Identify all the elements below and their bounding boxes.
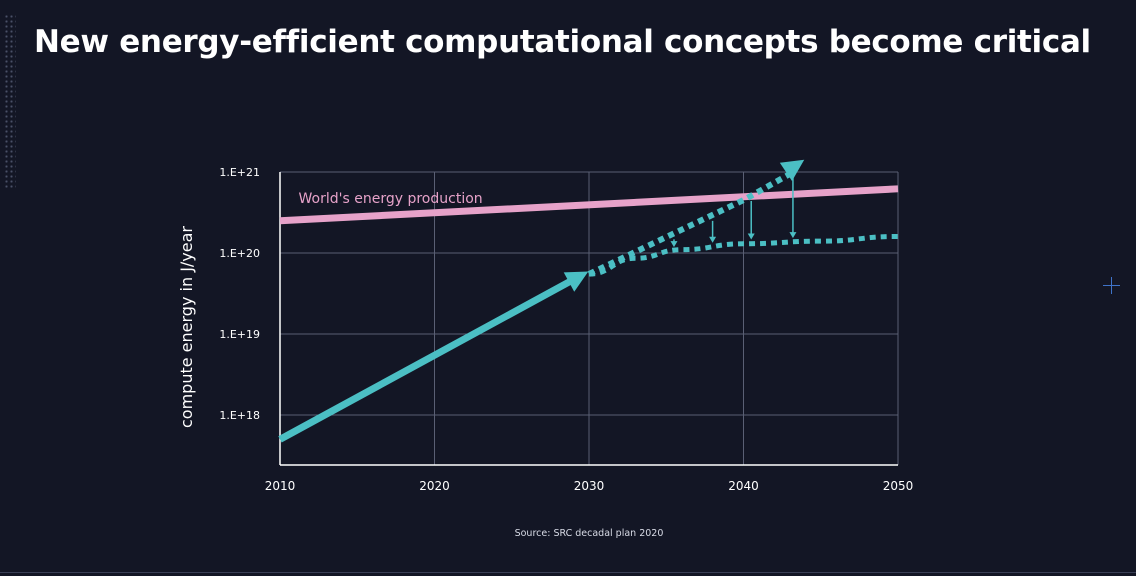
y-tick-label: 1.E+19 [219, 328, 260, 341]
bottom-divider [0, 572, 1136, 573]
projected-growth-line [587, 171, 792, 277]
projected-growth-arrowhead [779, 159, 805, 182]
crosshair-icon [1103, 277, 1120, 294]
y-tick-label: 1.E+21 [219, 166, 260, 179]
gap-arrows [670, 173, 797, 248]
tick-labels: 1.E+18 1.E+19 1.E+20 1.E+21 2010 2020 2030 2040… [219, 166, 913, 493]
series-layer [278, 159, 899, 443]
x-tick-label: 2030 [574, 479, 605, 493]
energy-production-line [279, 185, 899, 225]
x-tick-label: 2050 [883, 479, 914, 493]
y-tick-label: 1.E+18 [219, 409, 260, 422]
dot-grid-decoration [4, 14, 16, 190]
compute-trend-line [278, 272, 583, 443]
energy-production-label: World's energy production [299, 191, 483, 207]
gap-arrow-head [709, 236, 717, 243]
gap-arrow-head [670, 241, 678, 248]
compute-trend-arrowhead [563, 271, 589, 292]
efficient-scenario-line [588, 233, 899, 277]
source-caption: Source: SRC decadal plan 2020 [514, 528, 664, 539]
x-tick-label: 2010 [265, 479, 296, 493]
y-axis-label: compute energy in J/year [177, 226, 196, 428]
x-tick-label: 2020 [419, 479, 450, 493]
gap-arrow-head [747, 233, 755, 240]
x-tick-label: 2040 [728, 479, 759, 493]
y-tick-label: 1.E+20 [219, 247, 260, 260]
slide-title: New energy-efficient computational conce… [34, 24, 1091, 60]
gap-arrow-head [789, 232, 797, 239]
